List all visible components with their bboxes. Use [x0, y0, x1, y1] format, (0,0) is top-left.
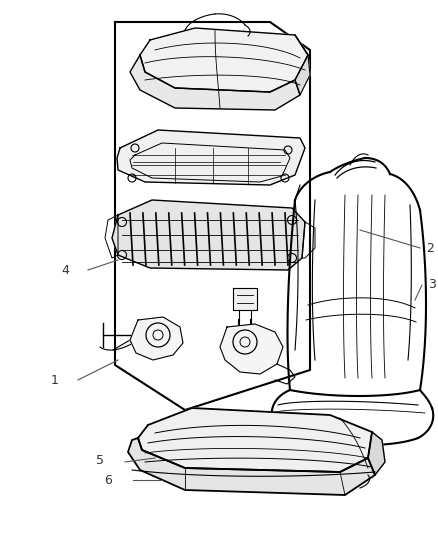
Polygon shape	[130, 55, 300, 110]
Text: 4: 4	[61, 263, 69, 277]
Text: 3: 3	[428, 279, 436, 292]
Polygon shape	[368, 432, 385, 475]
Polygon shape	[220, 324, 283, 374]
Text: 5: 5	[96, 454, 104, 466]
Polygon shape	[112, 200, 305, 270]
Polygon shape	[233, 288, 257, 310]
Polygon shape	[138, 408, 372, 472]
Text: 1: 1	[51, 374, 59, 386]
Polygon shape	[117, 130, 305, 185]
Polygon shape	[295, 35, 310, 95]
Text: 6: 6	[104, 473, 112, 487]
Polygon shape	[130, 317, 183, 360]
Polygon shape	[128, 438, 375, 495]
Polygon shape	[115, 22, 310, 410]
Text: 2: 2	[426, 241, 434, 254]
Polygon shape	[140, 28, 308, 92]
